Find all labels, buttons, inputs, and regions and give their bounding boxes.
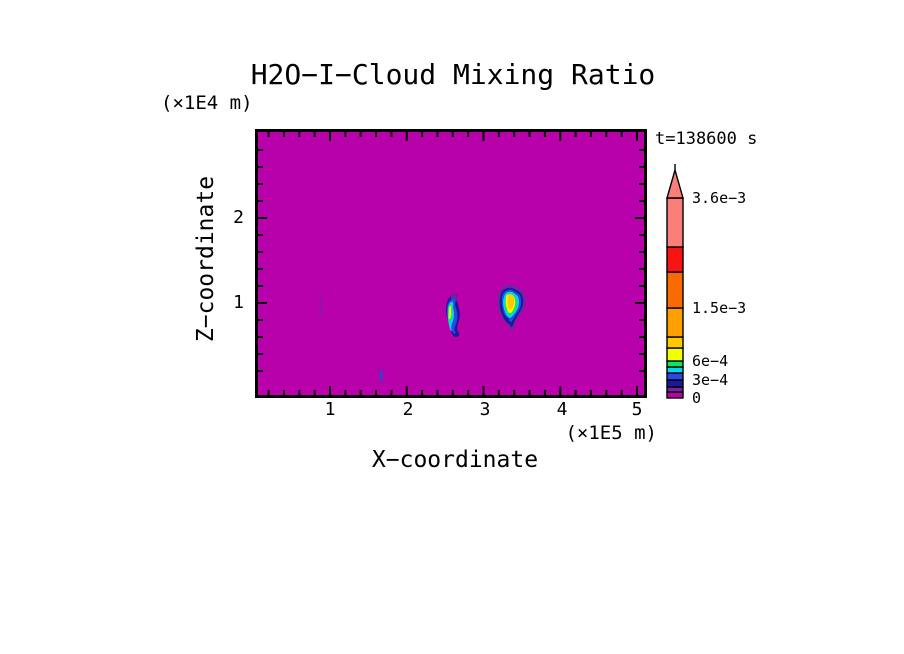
- x-axis-title: X−coordinate: [371, 447, 539, 473]
- colorbar-segment-gold: [666, 336, 684, 349]
- colorbar-label: 6e−4: [692, 352, 729, 370]
- colorbar-label: 3e−4: [692, 371, 729, 389]
- cloud-cell-left-yellow-core: [448, 305, 452, 320]
- cloud-cell-left: [446, 294, 460, 337]
- x-tick-label-5: 5: [631, 399, 643, 420]
- x-tick-label-1: 1: [324, 399, 336, 420]
- y-axis-units-label: (×1E4 m): [161, 92, 253, 114]
- colorbar-arrow-tip: [666, 167, 684, 199]
- colorbar-segment-green: [666, 360, 684, 368]
- trace-bottom-core: [380, 371, 383, 380]
- page-title: H2O−I−Cloud Mixing Ratio: [250, 58, 656, 91]
- z-tick-label-1: 1: [233, 292, 244, 313]
- colorbar-segment-blue: [666, 372, 684, 381]
- colorbar-label: 3.6e−3: [692, 189, 747, 207]
- x-tick-label-3: 3: [479, 399, 491, 420]
- colorbar: [666, 164, 684, 399]
- colorbar-segment-cyan: [666, 366, 684, 374]
- colorbar-label: 1.5e−3: [692, 299, 747, 317]
- colorbar-segment-pink: [666, 197, 684, 248]
- colorbar-segment-magenta: [666, 391, 684, 399]
- colorbar-segment-orange: [666, 271, 684, 309]
- plot-frame: [255, 129, 647, 398]
- trace-left: [319, 297, 322, 317]
- axis-ticks: [258, 132, 644, 395]
- colorbar-segment-purple: [666, 386, 684, 393]
- colorbar-segment-yellow: [666, 347, 684, 362]
- colorbar-label: 0: [692, 389, 702, 407]
- time-annotation: t=138600 s: [655, 129, 758, 149]
- x-axis-units-label: (×1E5 m): [565, 422, 657, 444]
- colorbar-segment-red: [666, 246, 684, 273]
- z-tick-label-2: 2: [233, 207, 244, 228]
- cloud-cell-right-gold-core: [507, 294, 515, 310]
- x-tick-label-4: 4: [556, 399, 568, 420]
- colorbar-segment-navy: [666, 379, 684, 388]
- colorbar-segment-amber: [666, 307, 684, 338]
- x-tick-label-2: 2: [402, 399, 414, 420]
- cloud-cell-right: [497, 285, 526, 331]
